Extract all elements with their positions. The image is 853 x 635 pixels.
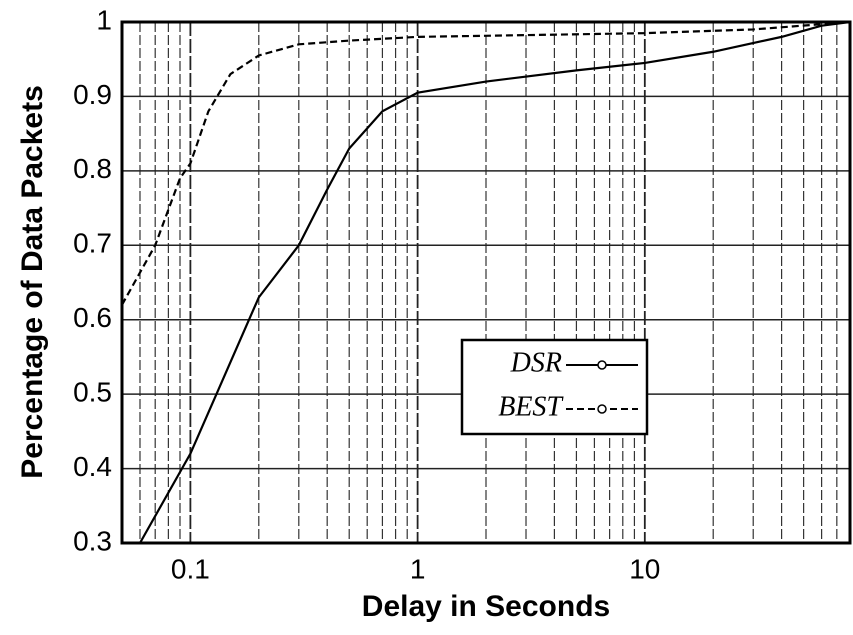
y-tick-label: 0.7 [73,228,112,259]
line-series [121,20,851,306]
y-tick-label: 0.8 [73,153,112,184]
plot-frame [120,20,852,545]
y-tick-label: 0.5 [73,377,112,408]
x-tick-label: 0.1 [171,553,210,584]
y-tick-label: 1 [96,4,112,35]
x-tick-label: 10 [629,553,660,584]
line-series [139,20,851,544]
legend-label: DSR [510,347,562,378]
y-tick-label: 0.4 [73,451,112,482]
y-axis-label: Percentage of Data Packets [16,85,49,479]
x-tick-label: 1 [410,553,426,584]
y-tick-label: 0.9 [73,79,112,110]
x-axis-label: Delay in Seconds [362,590,610,623]
legend-marker [597,360,607,370]
y-tick-label: 0.3 [73,525,112,556]
legend-box [460,338,649,436]
legend-marker [597,404,607,414]
y-tick-label: 0.6 [73,302,112,333]
legend-label: BEST [498,391,564,422]
